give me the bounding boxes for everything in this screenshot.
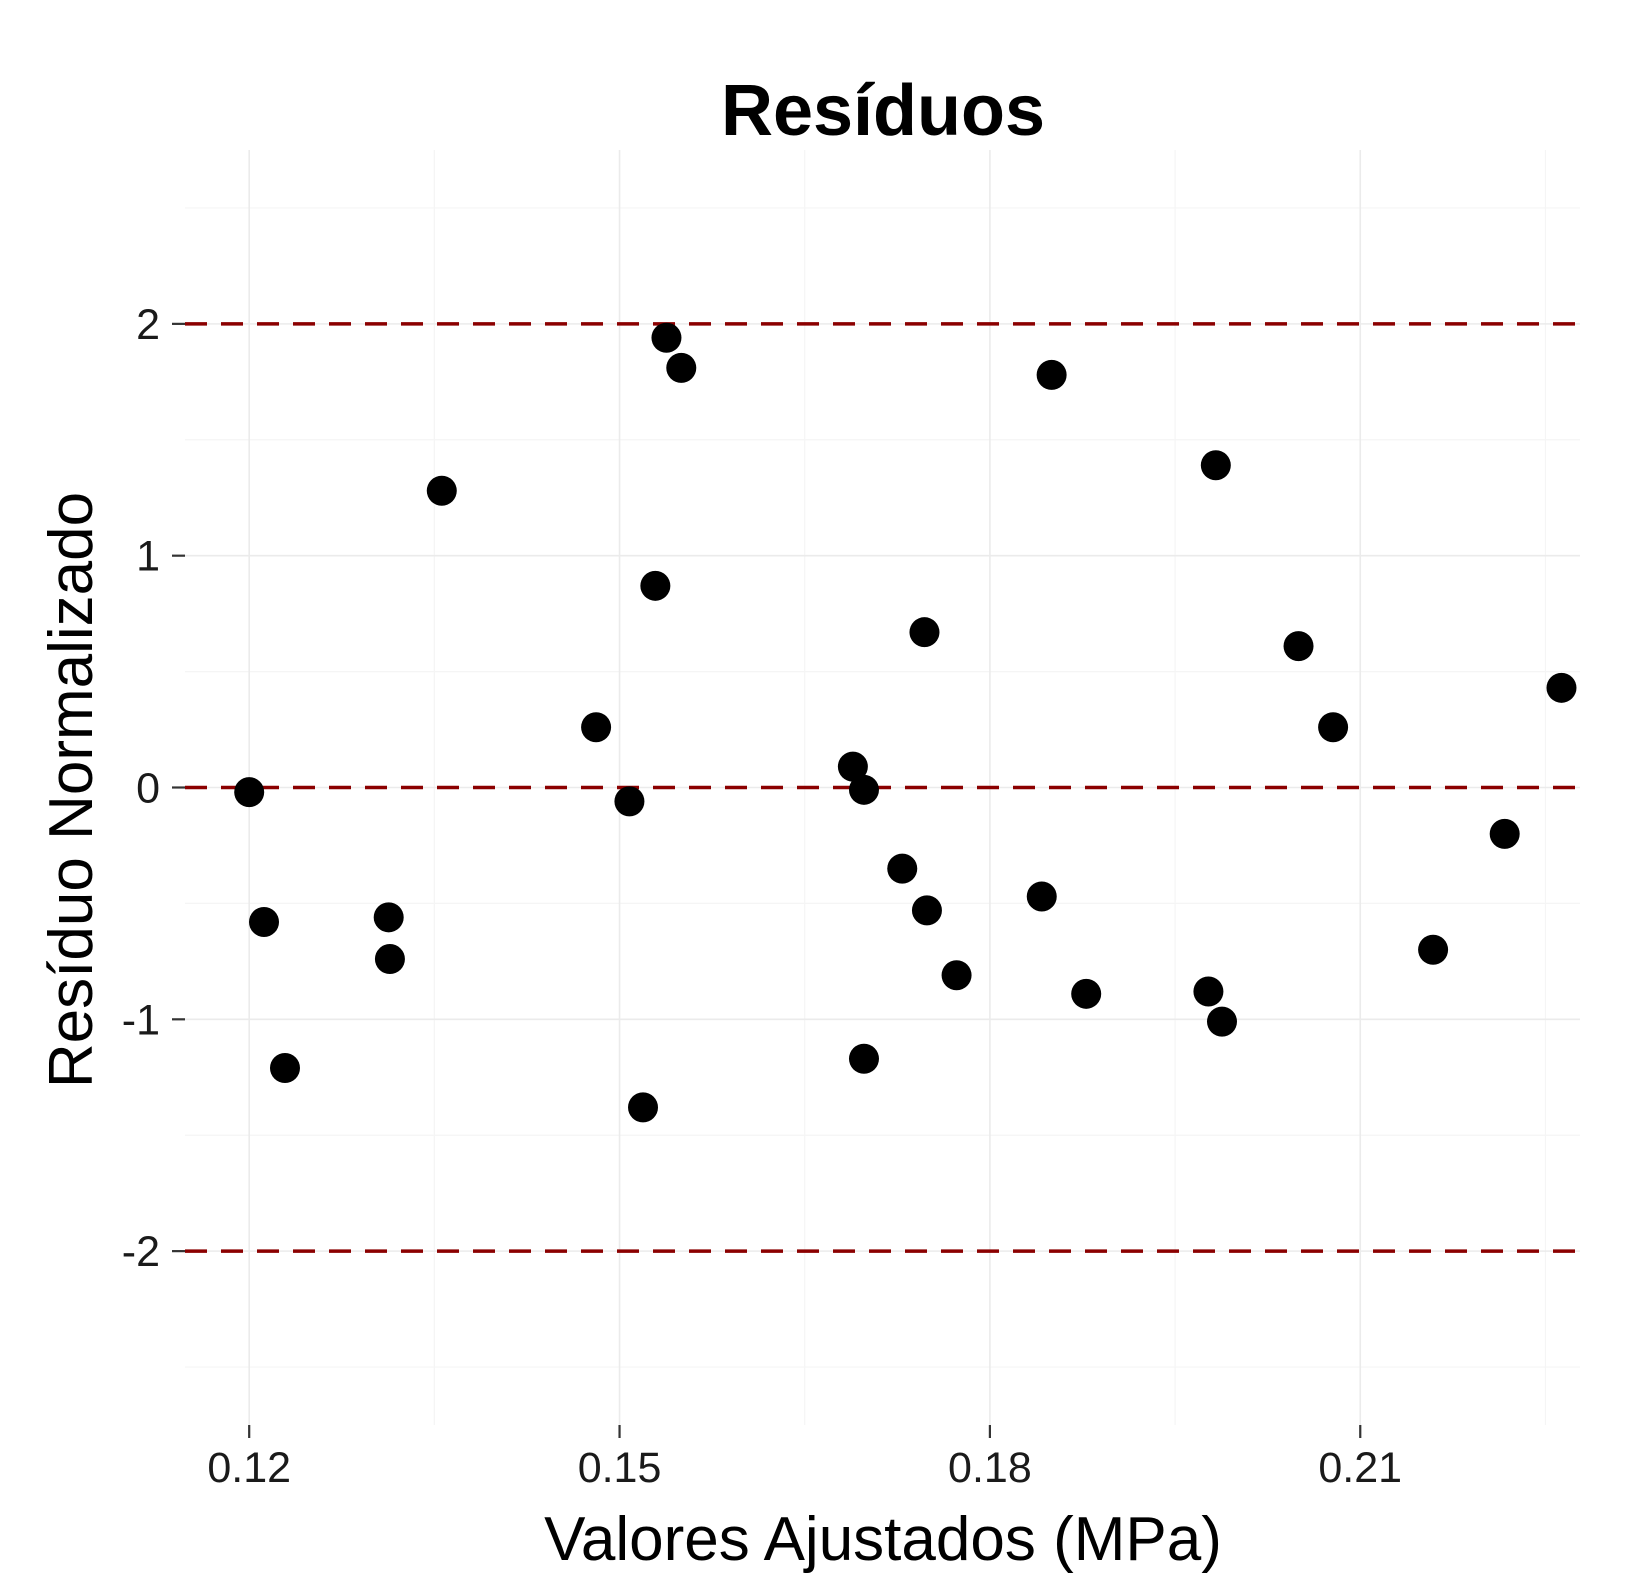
x-tick-label: 0.18	[948, 1444, 1032, 1492]
data-point	[234, 777, 265, 808]
data-point	[1489, 818, 1520, 849]
data-point	[1283, 631, 1314, 662]
chart-title: Resíduos	[721, 71, 1045, 151]
data-point	[1418, 934, 1449, 965]
data-point	[909, 617, 940, 648]
reference-lines	[185, 322, 1580, 1253]
data-point	[614, 786, 645, 817]
data-point	[374, 944, 405, 975]
data-point	[640, 570, 671, 601]
y-tick-label: -1	[122, 996, 160, 1044]
data-point	[249, 906, 280, 937]
y-tick-label: -2	[122, 1228, 160, 1276]
data-points	[234, 322, 1577, 1123]
x-axis-title: Valores Ajustados (MPa)	[544, 1505, 1222, 1574]
data-point	[1318, 712, 1349, 743]
x-tick-label: 0.15	[578, 1444, 662, 1492]
data-point	[628, 1092, 659, 1123]
data-point	[269, 1053, 300, 1083]
data-point	[1200, 450, 1231, 481]
x-tick-label: 0.12	[207, 1444, 291, 1492]
data-point	[887, 853, 918, 884]
y-axis-title: Resíduo Normalizado	[37, 492, 106, 1088]
y-tick-label: 0	[136, 765, 160, 813]
data-point	[373, 902, 404, 933]
data-point	[666, 352, 697, 383]
data-point	[1546, 672, 1577, 703]
x-tick-label: 0.21	[1318, 1444, 1402, 1492]
axis-ticks: -2 -1 0 1 2 0.12 0.15 0.18 0.21	[122, 301, 1402, 1492]
data-point	[1193, 976, 1224, 1007]
data-point	[651, 322, 682, 353]
data-point	[1036, 359, 1067, 390]
data-point	[581, 712, 612, 743]
data-point	[848, 1043, 879, 1074]
data-point	[426, 475, 457, 506]
data-point	[1026, 881, 1057, 912]
data-point	[1206, 1006, 1237, 1037]
data-point	[848, 774, 879, 805]
data-point	[837, 751, 868, 782]
y-tick-label: 1	[136, 533, 160, 581]
y-tick-label: 2	[136, 301, 160, 349]
data-point	[941, 960, 972, 991]
data-point	[1071, 978, 1102, 1009]
data-point	[911, 895, 942, 926]
